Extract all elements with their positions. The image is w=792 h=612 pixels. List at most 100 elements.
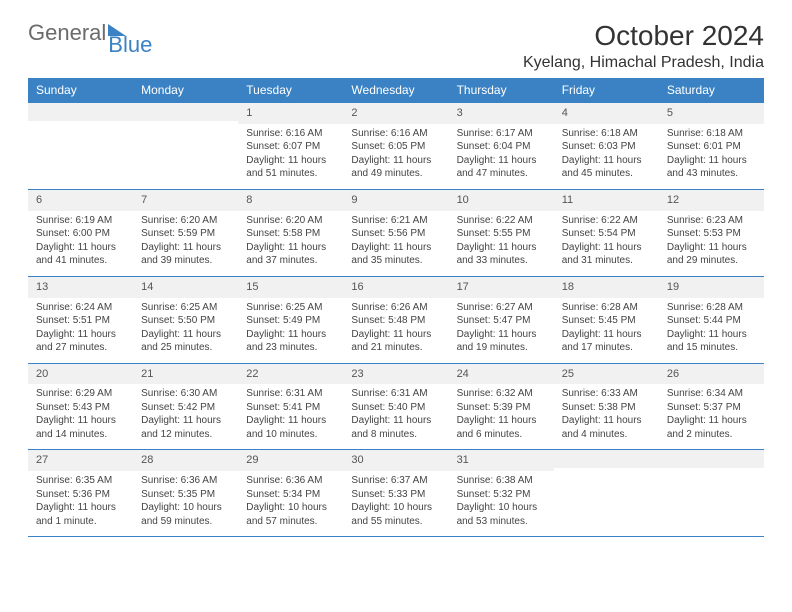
daylight-text: Daylight: 11 hours and 49 minutes. — [351, 154, 440, 181]
day-number: 31 — [449, 450, 554, 471]
daylight-text: Daylight: 11 hours and 19 minutes. — [457, 328, 546, 355]
day-cell-13: 13Sunrise: 6:24 AMSunset: 5:51 PMDayligh… — [28, 277, 133, 363]
day-cell-28: 28Sunrise: 6:36 AMSunset: 5:35 PMDayligh… — [133, 450, 238, 536]
day-body: Sunrise: 6:28 AMSunset: 5:45 PMDaylight:… — [554, 298, 659, 363]
day-header-saturday: Saturday — [659, 78, 764, 102]
sunrise-text: Sunrise: 6:29 AM — [36, 387, 125, 401]
weeks-container: 1Sunrise: 6:16 AMSunset: 6:07 PMDaylight… — [28, 102, 764, 537]
day-number: 29 — [238, 450, 343, 471]
day-body: Sunrise: 6:29 AMSunset: 5:43 PMDaylight:… — [28, 384, 133, 449]
sunset-text: Sunset: 5:39 PM — [457, 401, 546, 415]
daylight-text: Daylight: 11 hours and 33 minutes. — [457, 241, 546, 268]
day-number: 30 — [343, 450, 448, 471]
day-number: 27 — [28, 450, 133, 471]
day-number: 16 — [343, 277, 448, 298]
sunset-text: Sunset: 6:04 PM — [457, 140, 546, 154]
day-header-row: SundayMondayTuesdayWednesdayThursdayFrid… — [28, 78, 764, 102]
sunset-text: Sunset: 5:38 PM — [562, 401, 651, 415]
sunset-text: Sunset: 5:59 PM — [141, 227, 230, 241]
day-body — [554, 468, 659, 518]
day-header-tuesday: Tuesday — [238, 78, 343, 102]
sunrise-text: Sunrise: 6:36 AM — [141, 474, 230, 488]
sunrise-text: Sunrise: 6:23 AM — [667, 214, 756, 228]
day-number: 3 — [449, 103, 554, 124]
day-number: 19 — [659, 277, 764, 298]
day-number: 10 — [449, 190, 554, 211]
daylight-text: Daylight: 11 hours and 31 minutes. — [562, 241, 651, 268]
day-header-thursday: Thursday — [449, 78, 554, 102]
logo: General Blue — [28, 20, 152, 46]
day-cell-31: 31Sunrise: 6:38 AMSunset: 5:32 PMDayligh… — [449, 450, 554, 536]
day-number: 14 — [133, 277, 238, 298]
day-cell-9: 9Sunrise: 6:21 AMSunset: 5:56 PMDaylight… — [343, 190, 448, 276]
day-body: Sunrise: 6:20 AMSunset: 5:58 PMDaylight:… — [238, 211, 343, 276]
title-block: October 2024 Kyelang, Himachal Pradesh, … — [523, 20, 764, 72]
calendar: SundayMondayTuesdayWednesdayThursdayFrid… — [28, 78, 764, 537]
sunrise-text: Sunrise: 6:16 AM — [351, 127, 440, 141]
day-body: Sunrise: 6:19 AMSunset: 6:00 PMDaylight:… — [28, 211, 133, 276]
day-body: Sunrise: 6:16 AMSunset: 6:05 PMDaylight:… — [343, 124, 448, 189]
sunset-text: Sunset: 5:51 PM — [36, 314, 125, 328]
sunset-text: Sunset: 5:48 PM — [351, 314, 440, 328]
sunrise-text: Sunrise: 6:32 AM — [457, 387, 546, 401]
sunset-text: Sunset: 5:32 PM — [457, 488, 546, 502]
day-cell-2: 2Sunrise: 6:16 AMSunset: 6:05 PMDaylight… — [343, 103, 448, 189]
sunrise-text: Sunrise: 6:16 AM — [246, 127, 335, 141]
sunset-text: Sunset: 5:37 PM — [667, 401, 756, 415]
day-number: 28 — [133, 450, 238, 471]
sunrise-text: Sunrise: 6:31 AM — [246, 387, 335, 401]
sunset-text: Sunset: 5:58 PM — [246, 227, 335, 241]
day-body — [659, 468, 764, 518]
day-body: Sunrise: 6:36 AMSunset: 5:34 PMDaylight:… — [238, 471, 343, 536]
sunset-text: Sunset: 5:56 PM — [351, 227, 440, 241]
day-cell-4: 4Sunrise: 6:18 AMSunset: 6:03 PMDaylight… — [554, 103, 659, 189]
sunset-text: Sunset: 5:43 PM — [36, 401, 125, 415]
day-body: Sunrise: 6:17 AMSunset: 6:04 PMDaylight:… — [449, 124, 554, 189]
daylight-text: Daylight: 11 hours and 14 minutes. — [36, 414, 125, 441]
sunset-text: Sunset: 5:42 PM — [141, 401, 230, 415]
day-number: 4 — [554, 103, 659, 124]
day-cell-19: 19Sunrise: 6:28 AMSunset: 5:44 PMDayligh… — [659, 277, 764, 363]
day-cell-23: 23Sunrise: 6:31 AMSunset: 5:40 PMDayligh… — [343, 364, 448, 450]
sunrise-text: Sunrise: 6:20 AM — [246, 214, 335, 228]
sunset-text: Sunset: 5:50 PM — [141, 314, 230, 328]
daylight-text: Daylight: 11 hours and 37 minutes. — [246, 241, 335, 268]
day-number: 5 — [659, 103, 764, 124]
day-cell-14: 14Sunrise: 6:25 AMSunset: 5:50 PMDayligh… — [133, 277, 238, 363]
daylight-text: Daylight: 11 hours and 15 minutes. — [667, 328, 756, 355]
day-header-friday: Friday — [554, 78, 659, 102]
day-number: 25 — [554, 364, 659, 385]
week-row: 20Sunrise: 6:29 AMSunset: 5:43 PMDayligh… — [28, 363, 764, 450]
day-cell-27: 27Sunrise: 6:35 AMSunset: 5:36 PMDayligh… — [28, 450, 133, 536]
day-number: 15 — [238, 277, 343, 298]
day-header-wednesday: Wednesday — [343, 78, 448, 102]
sunset-text: Sunset: 6:05 PM — [351, 140, 440, 154]
day-number: 22 — [238, 364, 343, 385]
daylight-text: Daylight: 11 hours and 39 minutes. — [141, 241, 230, 268]
sunrise-text: Sunrise: 6:28 AM — [667, 301, 756, 315]
sunset-text: Sunset: 5:40 PM — [351, 401, 440, 415]
day-number — [28, 103, 133, 121]
day-number: 1 — [238, 103, 343, 124]
day-header-monday: Monday — [133, 78, 238, 102]
daylight-text: Daylight: 10 hours and 53 minutes. — [457, 501, 546, 528]
day-cell-10: 10Sunrise: 6:22 AMSunset: 5:55 PMDayligh… — [449, 190, 554, 276]
day-body: Sunrise: 6:37 AMSunset: 5:33 PMDaylight:… — [343, 471, 448, 536]
month-title: October 2024 — [523, 20, 764, 52]
header: General Blue October 2024 Kyelang, Himac… — [28, 20, 764, 72]
day-number: 23 — [343, 364, 448, 385]
day-cell-12: 12Sunrise: 6:23 AMSunset: 5:53 PMDayligh… — [659, 190, 764, 276]
sunrise-text: Sunrise: 6:19 AM — [36, 214, 125, 228]
day-number: 18 — [554, 277, 659, 298]
sunrise-text: Sunrise: 6:36 AM — [246, 474, 335, 488]
daylight-text: Daylight: 11 hours and 47 minutes. — [457, 154, 546, 181]
sunset-text: Sunset: 5:49 PM — [246, 314, 335, 328]
sunrise-text: Sunrise: 6:22 AM — [562, 214, 651, 228]
day-number: 26 — [659, 364, 764, 385]
day-body: Sunrise: 6:31 AMSunset: 5:40 PMDaylight:… — [343, 384, 448, 449]
day-body: Sunrise: 6:30 AMSunset: 5:42 PMDaylight:… — [133, 384, 238, 449]
daylight-text: Daylight: 11 hours and 41 minutes. — [36, 241, 125, 268]
sunrise-text: Sunrise: 6:17 AM — [457, 127, 546, 141]
sunset-text: Sunset: 6:01 PM — [667, 140, 756, 154]
day-cell-15: 15Sunrise: 6:25 AMSunset: 5:49 PMDayligh… — [238, 277, 343, 363]
